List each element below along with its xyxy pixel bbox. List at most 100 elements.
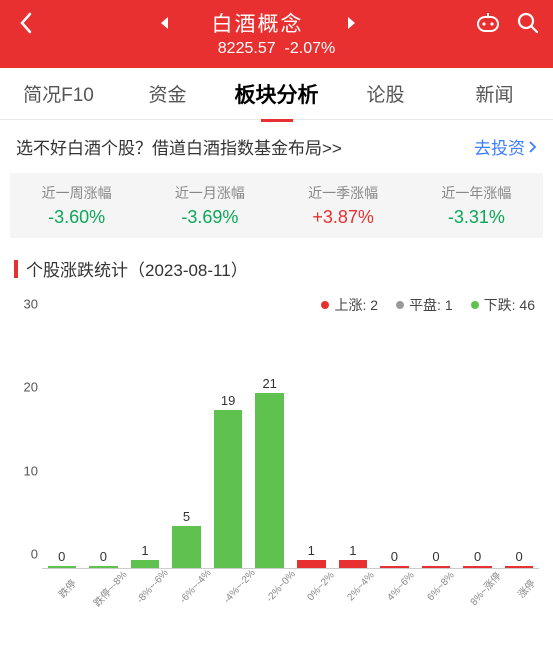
legend-item: 下跌: 46 [471,295,535,315]
tab-简况F10[interactable]: 简况F10 [4,68,113,119]
bar-rect [255,393,283,568]
section-title: 个股涨跌统计（2023-08-11） [0,238,553,289]
bar-slot: 21 [250,393,290,568]
bar-value-label: 0 [100,549,107,564]
prev-arrow-icon[interactable] [156,15,172,31]
stat-value: +3.87% [277,207,410,228]
bar-slot: 1 [333,560,373,568]
bar-slot: 0 [416,566,456,568]
bar-value-label: 19 [221,393,235,408]
legend-dot-icon [321,301,329,309]
bar-slot: 1 [291,560,331,568]
x-tick-label: 8%~涨停 [465,568,503,608]
legend-dot-icon [471,301,479,309]
bar-rect [422,566,450,568]
x-tick-label: 2%~4% [345,569,382,607]
bar-rect [214,410,242,568]
bar-value-label: 0 [58,549,65,564]
title-area: 白酒概念 [40,8,475,38]
bar-slot: 0 [42,566,82,568]
stat-value: -3.69% [143,207,276,228]
promo-link[interactable]: 去投资 [474,134,537,159]
bar-value-label: 21 [262,376,276,391]
stat-value: -3.60% [10,207,143,228]
bar-rect [48,566,76,568]
tab-板块分析[interactable]: 板块分析 [222,67,331,121]
bar-value-label: 0 [432,549,439,564]
legend-dot-icon [396,301,404,309]
search-icon[interactable] [515,10,541,36]
bar-slot: 19 [208,410,248,568]
app-header: 白酒概念 8225.57 -2.07% [0,0,553,68]
index-change: -2.07% [285,40,336,57]
tab-bar: 简况F10资金板块分析论股新闻 [0,68,553,120]
header-title: 白酒概念 [212,8,304,38]
promo-banner: 选不好白酒个股？借道白酒指数基金布局>> 去投资 [0,120,553,173]
bar-value-label: 5 [183,509,190,524]
plot-area: 00151921110000 [42,319,539,569]
tab-论股[interactable]: 论股 [331,68,440,119]
bar-value-label: 1 [349,543,356,558]
legend-label: 平盘: 1 [409,295,453,315]
stat-item: 近一年涨幅 -3.31% [410,183,543,228]
bar-value-label: 1 [308,543,315,558]
index-subheader: 8225.57 -2.07% [12,40,541,58]
stat-label: 近一月涨幅 [143,183,276,203]
section-title-text: 个股涨跌统计（2023-08-11） [26,256,248,281]
promo-link-text: 去投资 [474,134,525,159]
bar-value-label: 1 [141,543,148,558]
bar-rect [172,526,200,568]
bar-value-label: 0 [516,549,523,564]
header-row: 白酒概念 [12,8,541,38]
x-axis: 跌停跌停~-8%-8%~-6%-6%~-4%-4%~-2%-2%~0%0%~2%… [42,575,539,590]
bar-rect [380,566,408,568]
stat-label: 近一季涨幅 [277,183,410,203]
bar-rect [505,566,533,568]
bar-value-label: 0 [391,549,398,564]
x-tick-label: -4%~-2% [221,568,260,609]
header-actions [475,10,541,36]
x-tick-label: 跌停 [48,569,85,607]
legend-item: 上涨: 2 [321,295,378,315]
bar-rect [297,560,325,568]
x-tick-label: -2%~0% [264,569,301,607]
stats-row: 近一周涨幅 -3.60%近一月涨幅 -3.69%近一季涨幅 +3.87%近一年涨幅 -3… [10,173,543,238]
x-tick-label: 0%~2% [304,569,341,607]
next-arrow-icon[interactable] [344,15,360,31]
legend-label: 下跌: 46 [484,295,535,315]
bar-slot: 5 [167,526,207,568]
stat-item: 近一季涨幅 +3.87% [277,183,410,228]
promo-text: 选不好白酒个股？借道白酒指数基金布局>> [16,134,342,159]
x-tick-label: -8%~-6% [135,568,174,609]
robot-icon[interactable] [475,10,501,36]
x-tick-label: 4%~6% [385,569,422,607]
bar-value-label: 0 [474,549,481,564]
bar-chart: 0102030 00151921110000 跌停跌停~-8%-8%~-6%-6… [0,319,553,619]
y-tick: 30 [24,297,38,312]
stat-item: 近一周涨幅 -3.60% [10,183,143,228]
x-tick-label: -6%~-4% [178,568,217,609]
bars-container: 00151921110000 [42,319,539,568]
bar-rect [89,566,117,568]
y-tick: 20 [24,380,38,395]
y-tick: 0 [31,547,38,562]
bar-rect [131,560,159,568]
bar-rect [463,566,491,568]
back-icon[interactable] [12,9,40,37]
x-tick-label: 跌停~-8% [89,567,129,609]
index-value: 8225.57 [218,40,276,57]
x-tick-label: 涨停 [507,569,544,607]
tab-资金[interactable]: 资金 [113,68,222,119]
stat-label: 近一年涨幅 [410,183,543,203]
y-tick: 10 [24,463,38,478]
tab-新闻[interactable]: 新闻 [440,68,549,119]
bar-slot: 0 [499,566,539,568]
stat-value: -3.31% [410,207,543,228]
chart-legend: 上涨: 2 平盘: 1 下跌: 46 [0,289,553,319]
stat-item: 近一月涨幅 -3.69% [143,183,276,228]
section-accent-bar [14,260,18,278]
x-tick-label: 6%~8% [425,569,462,607]
bar-slot: 1 [125,560,165,568]
stat-label: 近一周涨幅 [10,183,143,203]
bar-rect [339,560,367,568]
